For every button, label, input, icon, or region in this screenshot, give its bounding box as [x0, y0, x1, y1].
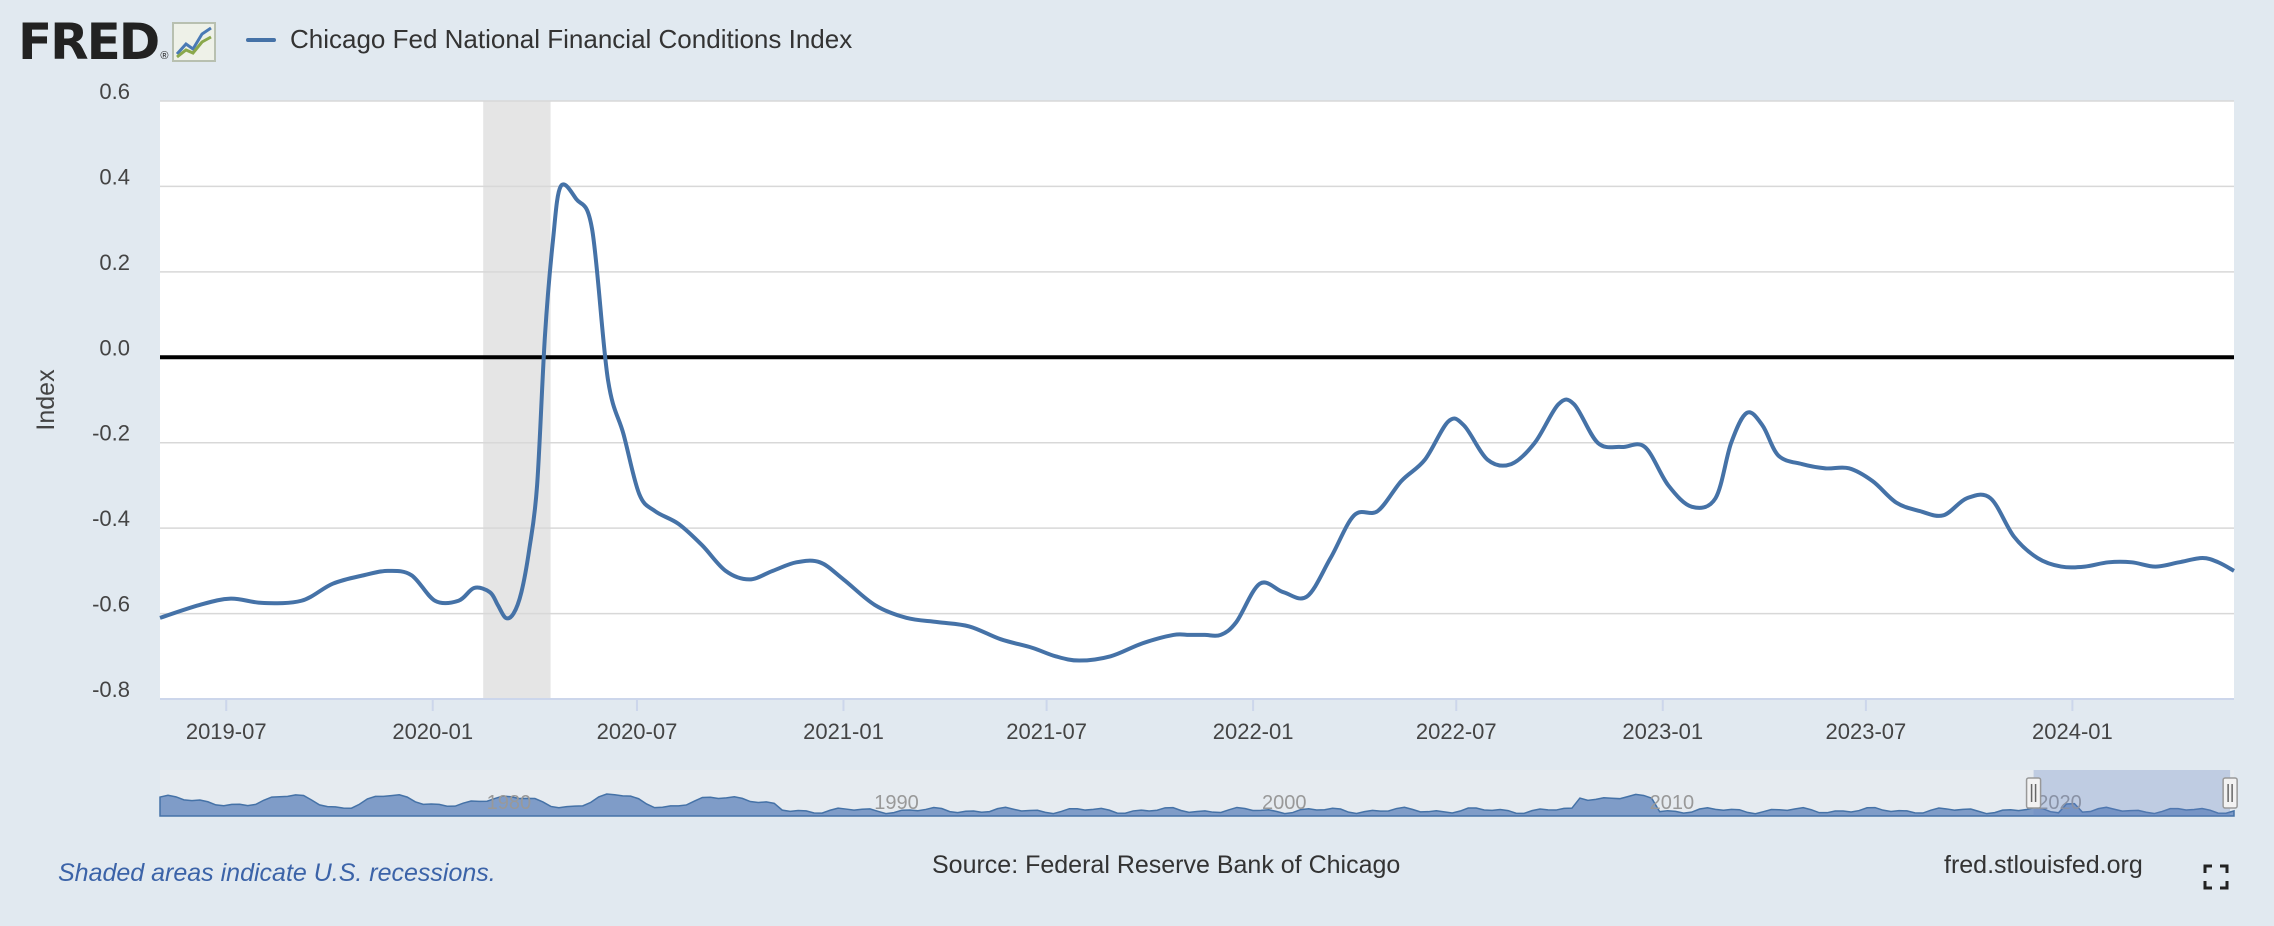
site-link[interactable]: fred.stlouisfed.org — [1944, 851, 2143, 879]
x-tick-label: 2021-01 — [803, 719, 884, 744]
navigator-window-layer — [2025, 770, 2238, 816]
fred-logo[interactable]: FRED ® — [18, 13, 217, 71]
logo-text: FRED — [18, 13, 160, 71]
x-tick-label: 2020-07 — [597, 719, 678, 744]
y-tick-label: 0.4 — [99, 164, 130, 189]
y-tick-label: -0.4 — [92, 506, 130, 531]
range-navigator[interactable]: 1980 1990 2000 2010 2020 — [159, 770, 2238, 817]
line-chart-icon — [172, 22, 217, 62]
x-tick-label: 2022-01 — [1213, 719, 1294, 744]
navigator-right-handle[interactable] — [2222, 777, 2238, 809]
y-tick-label: -0.2 — [92, 421, 130, 446]
x-tick-label: 2023-01 — [1622, 719, 1703, 744]
y-axis-ticks: 0.6 0.4 0.2 0.0 -0.2 -0.4 -0.6 -0.8 — [92, 79, 130, 702]
legend[interactable]: Chicago Fed National Financial Condition… — [246, 24, 852, 55]
x-tick-label: 2019-07 — [186, 719, 267, 744]
chart: 0.6 0.4 0.2 0.0 -0.2 -0.4 -0.6 -0.8 2019-07 2020… — [32, 79, 2238, 817]
navigator-left-handle[interactable] — [2025, 777, 2042, 809]
y-tick-label: 0.2 — [99, 250, 130, 275]
x-tick-label: 2020-01 — [392, 719, 473, 744]
source-text: Source: Federal Reserve Bank of Chicago — [932, 851, 1401, 879]
x-tick-label: 2024-01 — [2032, 719, 2113, 744]
legend-series-label: Chicago Fed National Financial Condition… — [290, 24, 853, 54]
navigator-label: 2020 — [2037, 792, 2082, 814]
y-tick-label: 0.6 — [99, 79, 130, 104]
navigator-selected-window — [2033, 770, 2231, 816]
legend-line-swatch — [246, 37, 276, 42]
y-tick-label: -0.8 — [92, 677, 130, 702]
navigator-area-layer — [159, 793, 2235, 817]
recession-note: Shaded areas indicate U.S. recessions. — [58, 859, 496, 887]
x-tick-label: 2023-07 — [1826, 719, 1907, 744]
logo-registered-mark: ® — [160, 50, 169, 62]
x-axis-ticks: 2019-07 2020-01 2020-07 2021-01 2021-07 2022-… — [160, 698, 2234, 744]
series-layer — [159, 182, 2235, 663]
series-line — [159, 182, 2235, 663]
y-tick-label: -0.6 — [92, 592, 130, 617]
x-tick-label: 2022-07 — [1416, 719, 1497, 744]
navigator-label: 2000 — [1262, 792, 1307, 814]
navigator-labels: 1980 1990 2000 2010 2020 — [487, 792, 2082, 814]
navigator-label: 2010 — [1650, 792, 1695, 814]
navigator-label: 1990 — [874, 792, 919, 814]
navigator-series-area — [159, 793, 2235, 817]
plot-background — [160, 101, 2234, 699]
y-axis-title: Index — [32, 369, 60, 431]
fullscreen-icon[interactable] — [2203, 864, 2229, 890]
x-tick-label: 2021-07 — [1006, 719, 1087, 744]
y-tick-label: 0.0 — [99, 335, 130, 360]
navigator-label: 1980 — [487, 792, 532, 814]
